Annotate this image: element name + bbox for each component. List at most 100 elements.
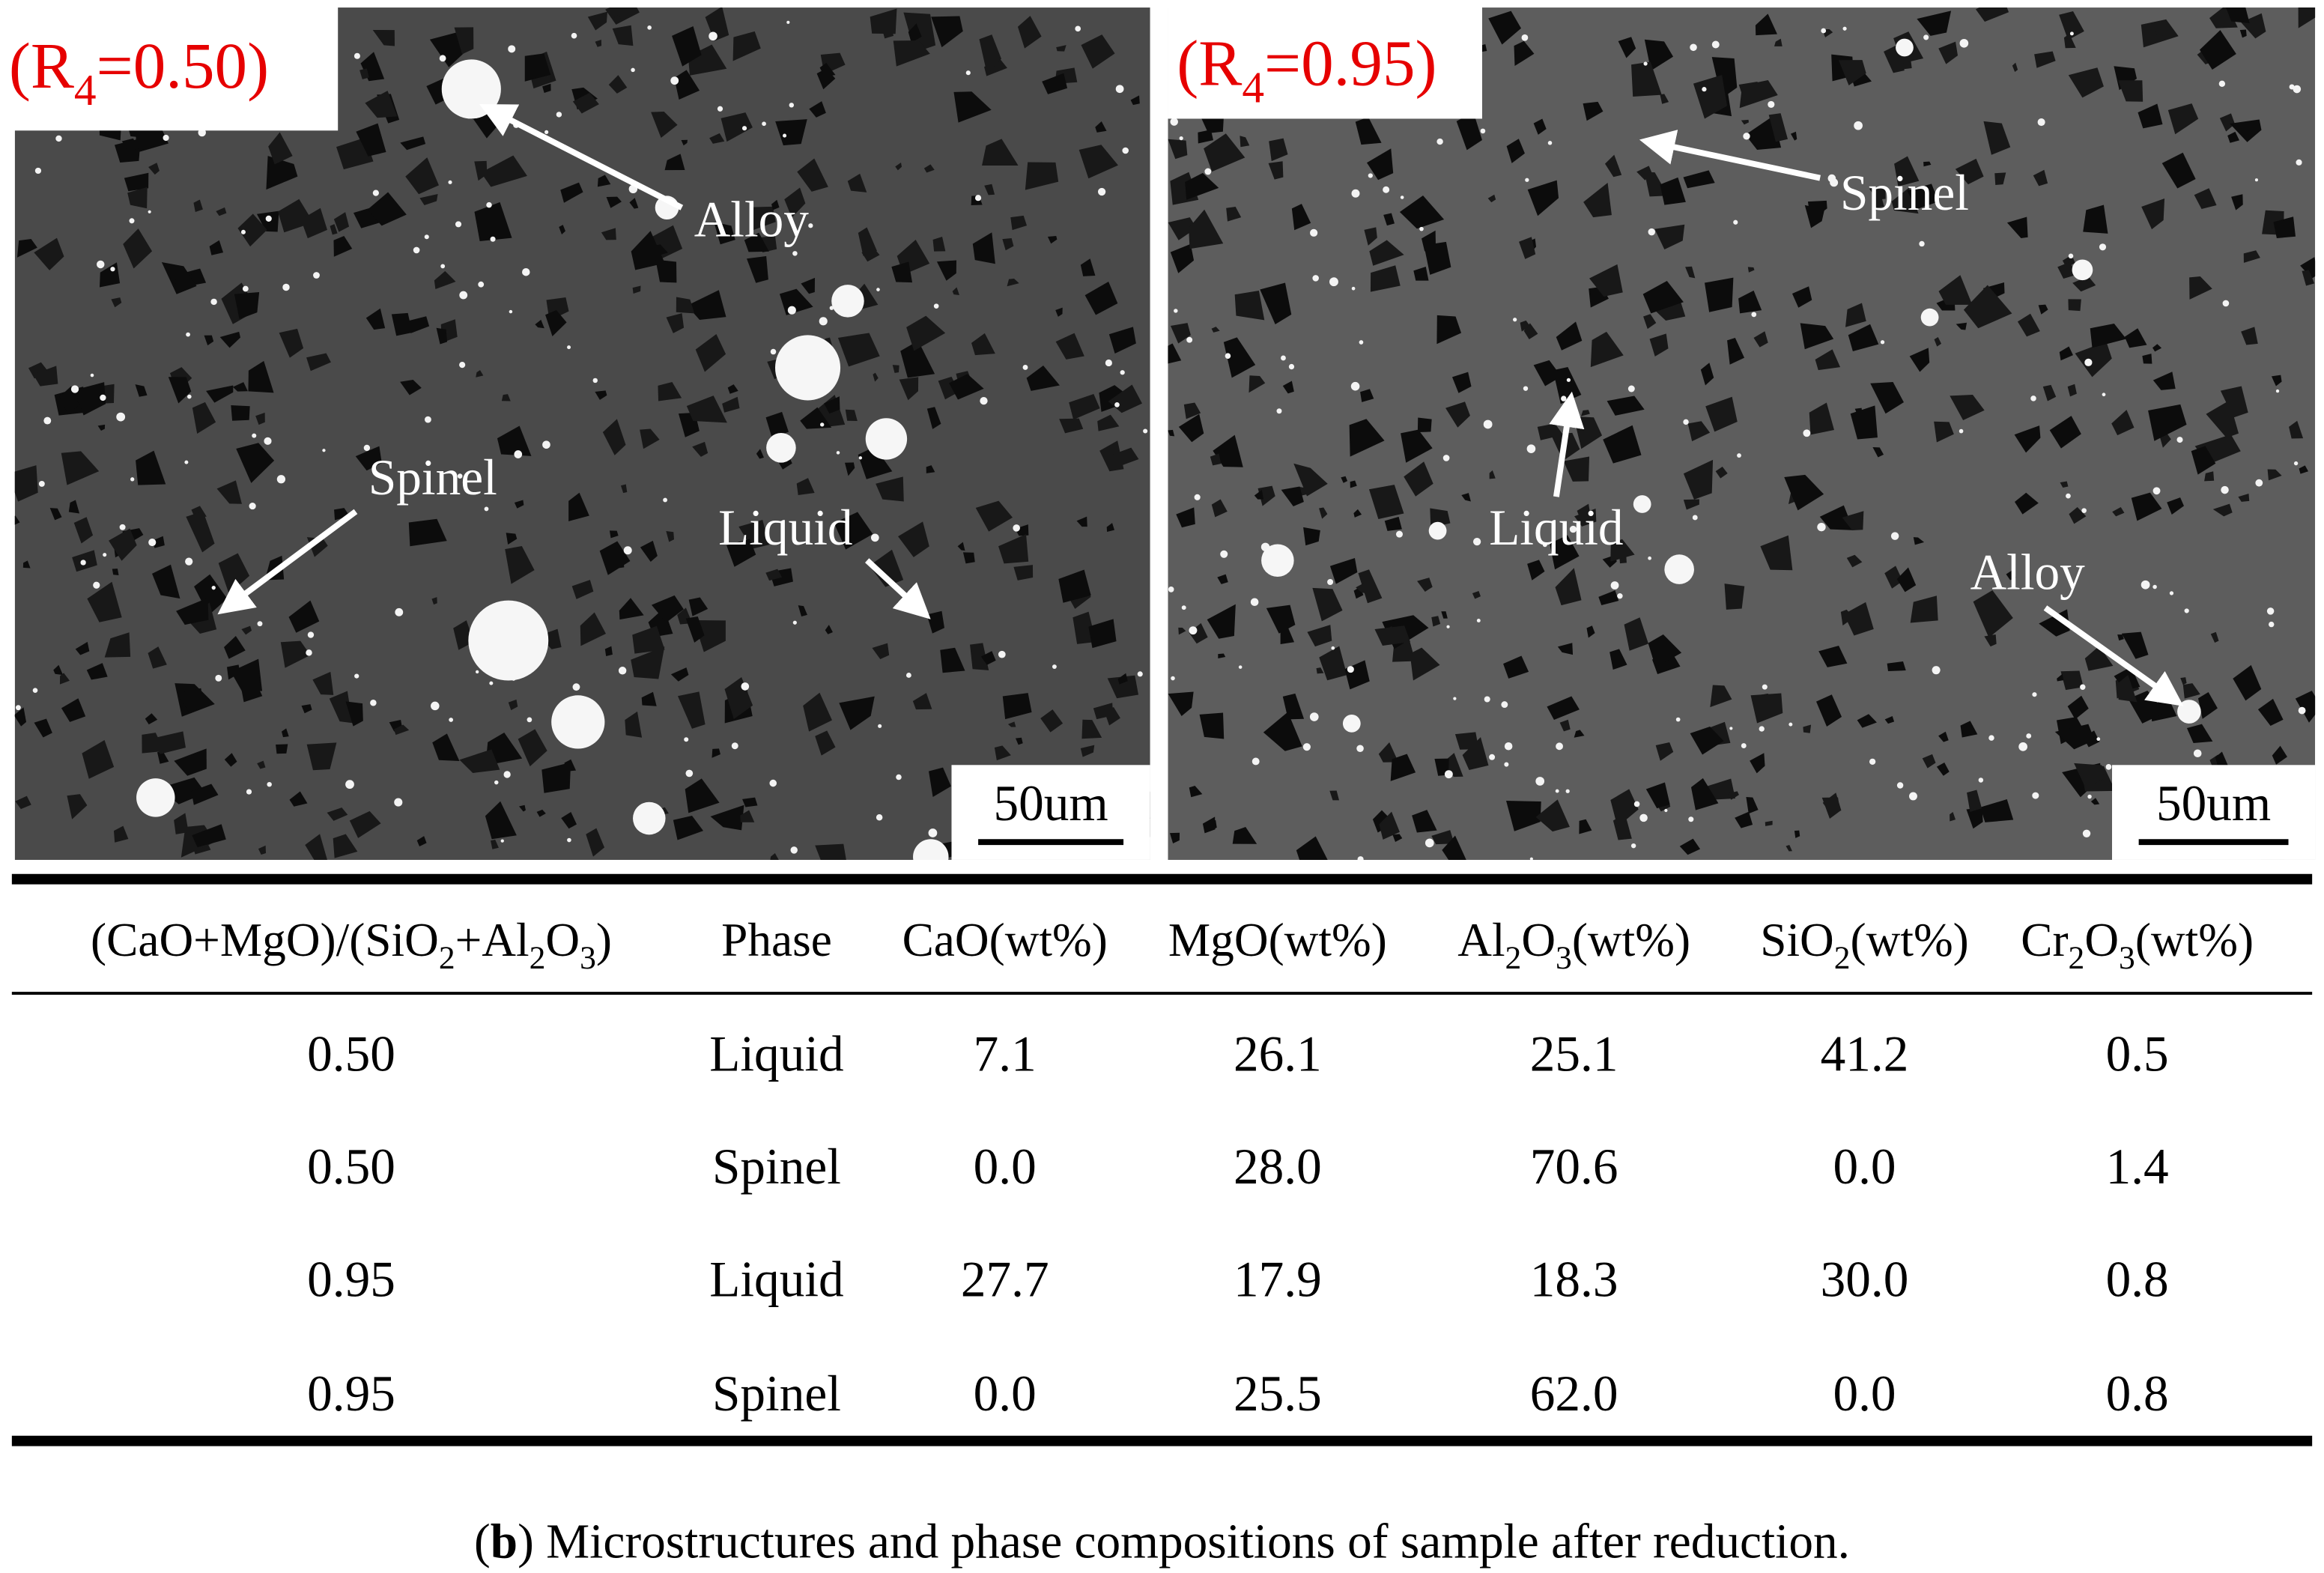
particle [408, 518, 447, 547]
dot [1302, 743, 1311, 751]
particle [926, 465, 935, 473]
particle [1374, 625, 1410, 646]
text-segment: (R [9, 29, 74, 102]
dot [345, 780, 354, 789]
dot [905, 673, 911, 678]
particle [2059, 346, 2073, 361]
particle [82, 740, 115, 779]
dot [1225, 353, 1231, 359]
text-segment: 2 [1834, 940, 1851, 976]
dot [1309, 712, 1319, 721]
particle [1934, 421, 1954, 443]
particle [1527, 560, 1545, 581]
particle [1168, 343, 1182, 364]
particle [870, 8, 897, 34]
particle [1431, 830, 1454, 845]
particle [685, 778, 720, 813]
dot [1751, 312, 1757, 318]
particle [300, 207, 327, 239]
text-segment: (wt%) [1851, 914, 1969, 966]
particle [268, 132, 293, 165]
text-segment: (R [1177, 26, 1242, 99]
particle [237, 213, 267, 247]
particle [732, 31, 761, 61]
particle [1690, 727, 1724, 755]
dot [1097, 187, 1106, 196]
particle [604, 646, 613, 657]
particle [612, 25, 634, 46]
particle [505, 546, 535, 584]
particle [127, 187, 148, 209]
particle [949, 374, 984, 400]
particle [898, 521, 929, 557]
particle [834, 512, 873, 550]
dot [372, 190, 379, 196]
particle [1643, 314, 1657, 330]
particle [1711, 57, 1738, 99]
particle [485, 801, 517, 840]
particle [724, 676, 753, 719]
particle [501, 394, 511, 401]
dot [2222, 300, 2230, 307]
particle [1850, 405, 1878, 440]
particle [216, 480, 242, 504]
particle [168, 377, 192, 404]
dot [484, 506, 489, 512]
particle [952, 287, 959, 295]
particle [847, 173, 867, 193]
particle [1329, 790, 1339, 801]
alloy-ball [2177, 700, 2201, 724]
dot [459, 362, 466, 369]
table-cell: 0.95 [307, 1366, 395, 1422]
particle [1462, 737, 1489, 771]
arrow [479, 104, 684, 210]
dot [998, 650, 1006, 658]
particle [1660, 177, 1686, 205]
micrograph [1168, 7, 2316, 860]
particle [1738, 290, 1762, 314]
particle [926, 407, 941, 429]
particle [1727, 791, 1739, 800]
dot [1643, 61, 1648, 66]
particle [1938, 275, 1973, 305]
table-header: Cr2O3(wt%) [2021, 914, 2254, 976]
dot [556, 112, 562, 118]
particle [1784, 474, 1824, 511]
particle [837, 333, 880, 367]
particle [73, 517, 94, 544]
text-segment: 4 [74, 65, 97, 115]
particle [1257, 485, 1275, 506]
particle [1349, 419, 1385, 457]
dot [354, 52, 360, 59]
particle [1010, 215, 1028, 231]
particle [524, 53, 551, 82]
dot [731, 742, 738, 750]
particle [891, 261, 913, 283]
particle [605, 7, 640, 25]
table-cell: 30.0 [1821, 1252, 1909, 1308]
dot [38, 480, 45, 487]
dot [1181, 605, 1186, 610]
dot [974, 195, 982, 201]
dot [413, 246, 420, 254]
particle [1956, 322, 1967, 330]
particle [2068, 299, 2081, 312]
particle [1527, 180, 1559, 216]
particle [1280, 627, 1295, 645]
particle [2302, 270, 2315, 286]
particle [333, 236, 353, 257]
particle [640, 540, 658, 562]
particle [1223, 337, 1256, 378]
particle [1169, 832, 1180, 843]
dot [449, 718, 454, 722]
particle [1607, 395, 1645, 416]
particle [970, 643, 989, 670]
dot [1052, 664, 1057, 669]
alloy-ball [1261, 544, 1294, 577]
particle [255, 412, 265, 425]
particle [2152, 344, 2162, 352]
particle [720, 112, 753, 142]
particle [356, 123, 386, 157]
particle [1557, 643, 1574, 655]
particle [957, 542, 965, 551]
